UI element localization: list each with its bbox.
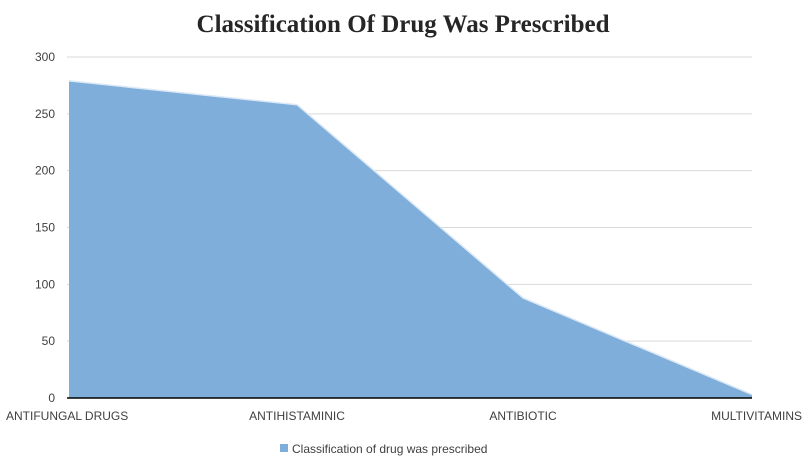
area-edge bbox=[68, 80, 753, 396]
chart-title: Classification Of Drug Was Prescribed bbox=[197, 11, 610, 38]
x-tick-label: ANTIBIOTIC bbox=[489, 409, 557, 423]
y-tick-label: 150 bbox=[35, 221, 55, 235]
legend-swatch bbox=[280, 444, 288, 452]
x-tick-label: MULTIVITAMINS bbox=[711, 409, 802, 423]
y-tick-label: 50 bbox=[42, 334, 56, 348]
y-tick-label: 250 bbox=[35, 107, 55, 121]
y-tick-label: 200 bbox=[35, 164, 55, 178]
legend-label: Classification of drug was prescribed bbox=[292, 442, 487, 456]
area-series bbox=[68, 80, 753, 399]
x-tick-label: ANTIHISTAMINIC bbox=[249, 409, 345, 423]
area-fill bbox=[69, 80, 752, 399]
y-tick-label: 0 bbox=[48, 391, 55, 405]
y-tick-label: 300 bbox=[35, 50, 55, 64]
y-tick-label: 100 bbox=[35, 277, 55, 291]
legend: Classification of drug was prescribed bbox=[280, 442, 487, 456]
x-tick-label: ANTIFUNGAL DRUGS bbox=[6, 409, 128, 423]
x-axis-labels: ANTIFUNGAL DRUGS ANTIHISTAMINIC ANTIBIOTIC… bbox=[6, 409, 802, 423]
y-axis: 0 50 100 150 200 250 300 bbox=[35, 50, 55, 405]
